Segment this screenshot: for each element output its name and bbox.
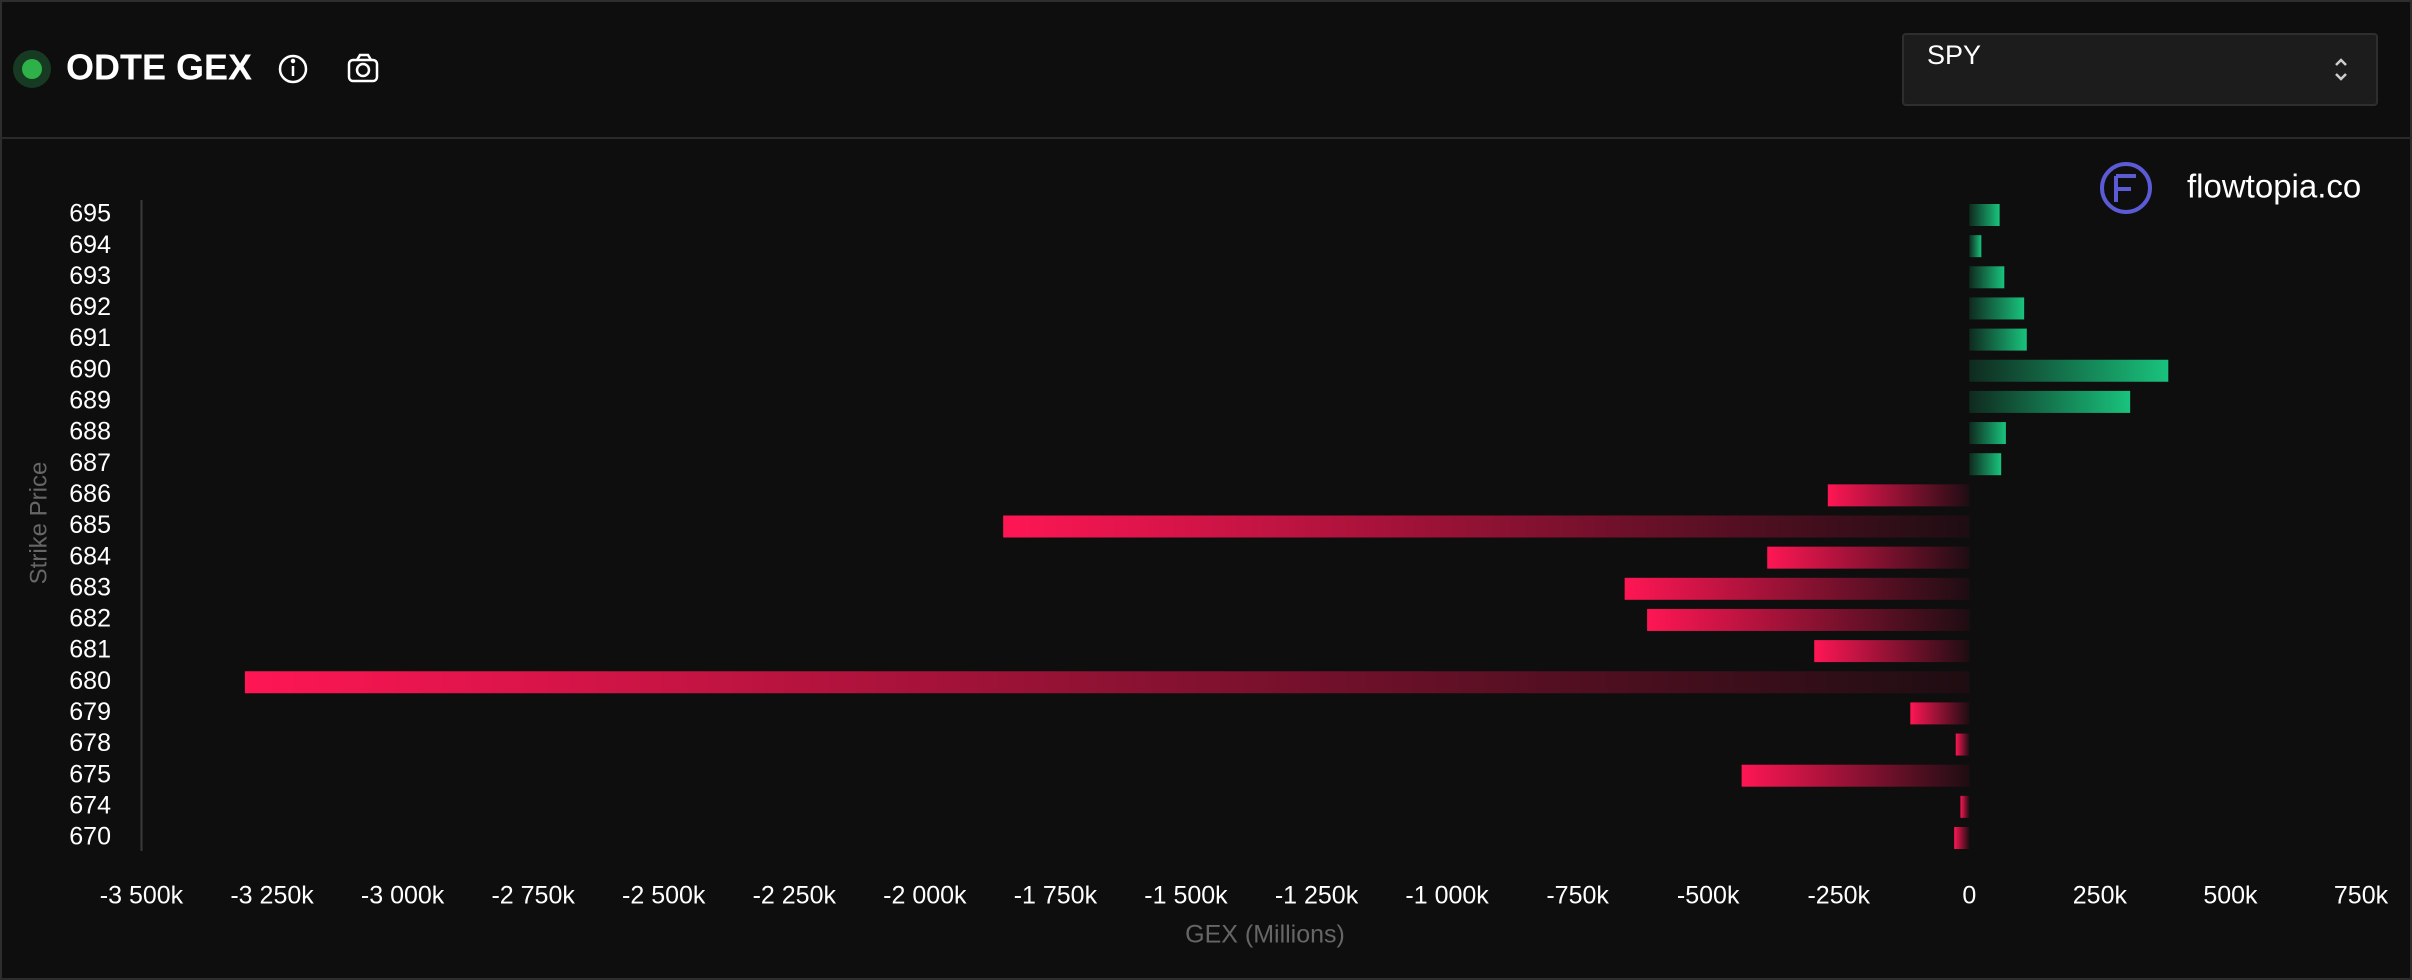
bar bbox=[1969, 204, 2000, 226]
y-tick-label: 684 bbox=[69, 542, 111, 570]
y-tick-label: 682 bbox=[69, 605, 111, 633]
y-tick-label: 683 bbox=[69, 573, 111, 601]
chart-title: ODTE GEX bbox=[66, 47, 252, 88]
x-tick-label: -2 250k bbox=[753, 882, 837, 910]
y-tick-label: 685 bbox=[69, 511, 111, 539]
bar bbox=[1767, 546, 1970, 569]
bar bbox=[1827, 484, 1970, 507]
brand-name: flowtopia.co bbox=[2187, 168, 2361, 205]
bar bbox=[1969, 359, 2169, 382]
x-tick-label: -3 000k bbox=[361, 882, 445, 910]
brand-logo bbox=[2100, 162, 2152, 214]
bar bbox=[1003, 515, 1970, 538]
y-tick-label: 686 bbox=[69, 480, 111, 508]
y-tick-label: 670 bbox=[69, 823, 111, 851]
x-tick-label: 250k bbox=[2073, 882, 2128, 910]
x-tick-label: -3 500k bbox=[100, 882, 184, 910]
y-tick-label: 674 bbox=[69, 791, 111, 819]
y-tick-label: 679 bbox=[69, 698, 111, 726]
y-tick-label: 680 bbox=[69, 667, 111, 695]
y-tick-label: 694 bbox=[69, 231, 111, 259]
bar bbox=[1969, 297, 2025, 320]
x-tick-label: -2 000k bbox=[883, 882, 967, 910]
bar bbox=[1969, 328, 2027, 351]
x-tick-label: 0 bbox=[1962, 882, 1976, 910]
y-tick-label: 687 bbox=[69, 449, 111, 477]
bar bbox=[244, 671, 1970, 694]
bar bbox=[1624, 577, 1970, 600]
x-tick-label: -2 750k bbox=[491, 882, 575, 910]
bar bbox=[1910, 702, 1970, 725]
status-dot bbox=[22, 59, 42, 79]
y-axis-title: Strike Price bbox=[25, 462, 52, 585]
x-tick-label: -2 500k bbox=[622, 882, 706, 910]
x-tick-label: 750k bbox=[2334, 882, 2389, 910]
x-tick-label: -1 750k bbox=[1014, 882, 1098, 910]
ticker-select[interactable]: SPY bbox=[1902, 33, 2378, 106]
y-tick-label: 692 bbox=[69, 293, 111, 321]
y-tick-label: 691 bbox=[69, 324, 111, 352]
x-tick-label: -500k bbox=[1677, 882, 1740, 910]
bar bbox=[1954, 827, 1970, 849]
y-tick-label: 678 bbox=[69, 729, 111, 757]
x-tick-label: -3 250k bbox=[230, 882, 314, 910]
x-tick-label: -250k bbox=[1807, 882, 1870, 910]
bar bbox=[1969, 266, 2005, 289]
y-tick-label: 695 bbox=[69, 200, 111, 228]
bar bbox=[1969, 390, 2131, 413]
x-tick-label: 500k bbox=[2203, 882, 2258, 910]
ticker-value: SPY bbox=[1927, 40, 1981, 70]
y-tick-label: 693 bbox=[69, 262, 111, 290]
info-button[interactable] bbox=[278, 54, 308, 84]
bar bbox=[1969, 422, 2006, 445]
bar bbox=[1969, 453, 2002, 476]
bar bbox=[1969, 235, 1982, 258]
x-tick-label: -1 250k bbox=[1275, 882, 1359, 910]
y-tick-label: 690 bbox=[69, 355, 111, 383]
x-tick-label: -750k bbox=[1546, 882, 1609, 910]
bar bbox=[1741, 764, 1970, 787]
bar bbox=[1955, 733, 1970, 756]
y-tick-label: 689 bbox=[69, 387, 111, 415]
x-tick-label: -1 000k bbox=[1405, 882, 1489, 910]
bar bbox=[1647, 608, 1970, 631]
bar bbox=[1814, 640, 1970, 663]
screenshot-button[interactable] bbox=[347, 53, 379, 83]
y-tick-label: 675 bbox=[69, 760, 111, 788]
y-tick-label: 688 bbox=[69, 418, 111, 446]
y-tick-label: 681 bbox=[69, 636, 111, 664]
x-tick-label: -1 500k bbox=[1144, 882, 1228, 910]
x-axis-title: GEX (Millions) bbox=[1185, 921, 1345, 949]
bar bbox=[1960, 795, 1970, 818]
